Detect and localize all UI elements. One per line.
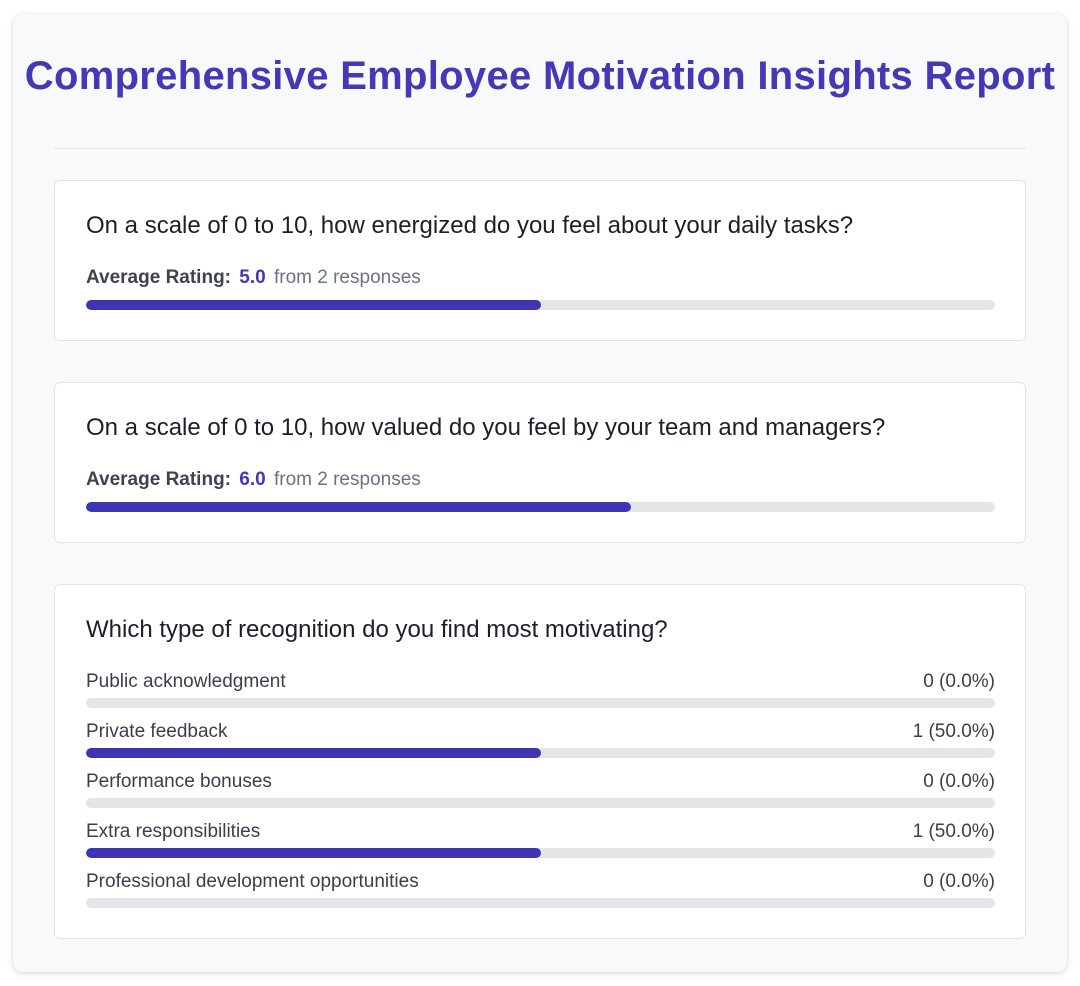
option-label: Public acknowledgment bbox=[86, 671, 286, 692]
option-label: Private feedback bbox=[86, 721, 228, 742]
option-private-feedback: Private feedback 1 (50.0%) bbox=[86, 721, 995, 761]
option-label: Professional development opportunities bbox=[86, 871, 419, 892]
option-extra-responsibilities: Extra responsibilities 1 (50.0%) bbox=[86, 821, 995, 861]
option-progress-fill bbox=[86, 748, 541, 758]
question-text: On a scale of 0 to 10, how valued do you… bbox=[86, 414, 886, 441]
question-card-energized: On a scale of 0 to 10, how energized do … bbox=[54, 180, 1026, 341]
option-progress-track bbox=[86, 798, 995, 808]
report-title: Comprehensive Employee Motivation Insigh… bbox=[24, 54, 1056, 98]
option-progress-track bbox=[86, 698, 995, 708]
rating-progress-fill bbox=[86, 502, 632, 512]
option-label: Extra responsibilities bbox=[86, 821, 261, 842]
rating-label: Average Rating: bbox=[86, 469, 231, 490]
option-progress-track bbox=[86, 898, 995, 908]
option-label: Performance bonuses bbox=[86, 771, 272, 792]
option-performance-bonuses: Performance bonuses 0 (0.0%) bbox=[86, 771, 995, 811]
option-progress-track bbox=[86, 848, 995, 858]
option-progress-track bbox=[86, 748, 995, 758]
report-panel: Comprehensive Employee Motivation Insigh… bbox=[13, 14, 1067, 972]
option-progress-fill bbox=[86, 848, 541, 858]
rating-responses: from 2 responses bbox=[273, 469, 421, 490]
option-count: 0 (0.0%) bbox=[923, 871, 995, 892]
rating-label: Average Rating: bbox=[86, 267, 231, 288]
option-count: 1 (50.0%) bbox=[912, 721, 995, 742]
rating-value: 5.0 bbox=[239, 267, 266, 288]
rating-value: 6.0 bbox=[239, 469, 266, 490]
option-professional-development: Professional development opportunities 0… bbox=[86, 871, 995, 911]
question-text: Which type of recognition do you find mo… bbox=[86, 616, 668, 643]
rating-progress-fill bbox=[86, 300, 541, 310]
rating-progress-track bbox=[86, 300, 995, 310]
rating-summary: Average Rating: 6.0 from 2 responses bbox=[86, 469, 421, 491]
option-count: 0 (0.0%) bbox=[923, 771, 995, 792]
option-count: 0 (0.0%) bbox=[923, 671, 995, 692]
rating-responses: from 2 responses bbox=[273, 267, 421, 288]
question-card-recognition: Which type of recognition do you find mo… bbox=[54, 584, 1026, 939]
title-divider bbox=[54, 148, 1026, 149]
option-public-acknowledgment: Public acknowledgment 0 (0.0%) bbox=[86, 671, 995, 711]
question-card-valued: On a scale of 0 to 10, how valued do you… bbox=[54, 382, 1026, 543]
question-text: On a scale of 0 to 10, how energized do … bbox=[86, 212, 854, 239]
option-count: 1 (50.0%) bbox=[912, 821, 995, 842]
rating-progress-track bbox=[86, 502, 995, 512]
rating-summary: Average Rating: 5.0 from 2 responses bbox=[86, 267, 421, 289]
